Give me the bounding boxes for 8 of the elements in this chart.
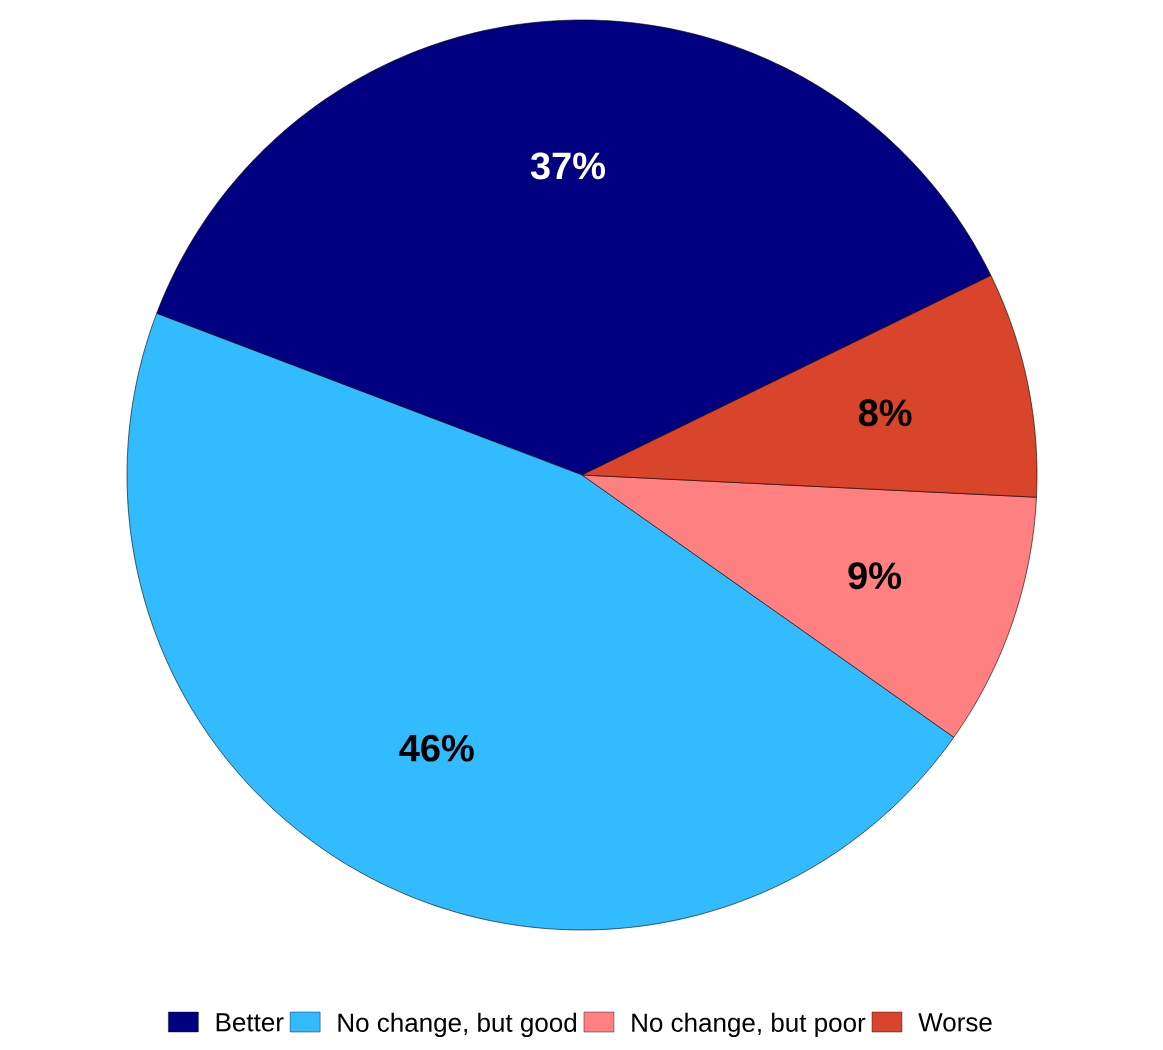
legend-label: No change, but good (338, 1012, 577, 1038)
legend-label: Worse (918, 1013, 992, 1032)
data-label: 9% (848, 562, 902, 590)
data-label: 37% (530, 152, 605, 180)
data-label: 8% (858, 399, 912, 427)
data-label: 46% (399, 734, 474, 762)
legend-label: Better (216, 1013, 284, 1032)
legend-label: No change, but poor (632, 1012, 866, 1038)
